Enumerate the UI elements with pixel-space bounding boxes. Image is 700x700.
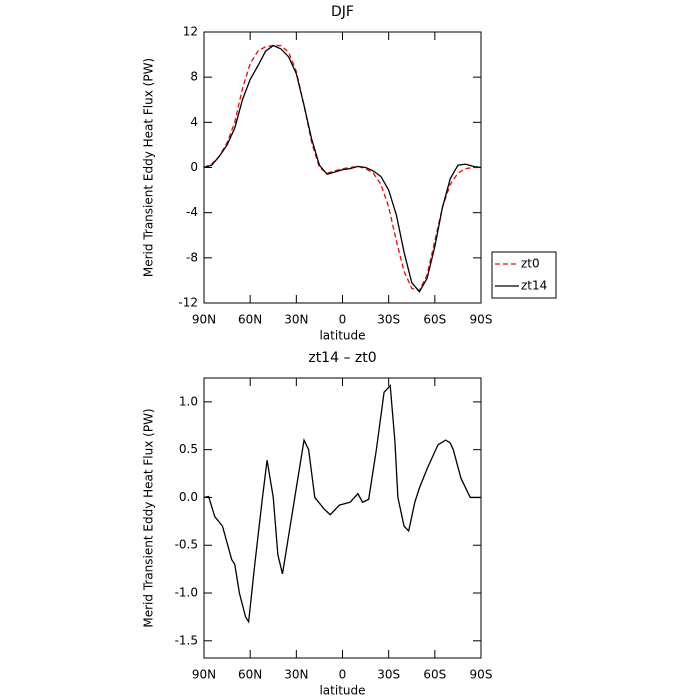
x-tick-label: 30S xyxy=(377,668,400,682)
y-tick-label: -4 xyxy=(186,205,198,219)
chart-title: DJF xyxy=(331,4,354,20)
x-tick-label: 30S xyxy=(377,313,400,327)
y-tick-label: -12 xyxy=(178,296,198,310)
x-tick-label: 60S xyxy=(423,668,446,682)
y-tick-label: 12 xyxy=(183,25,198,39)
x-tick-label: 30N xyxy=(284,313,308,327)
y-tick-label: 0.0 xyxy=(179,490,198,504)
chart-title: zt14 – zt0 xyxy=(308,350,376,366)
legend-label: zt14 xyxy=(521,279,547,293)
x-tick-label: 60N xyxy=(238,668,262,682)
x-axis-label: latitude xyxy=(319,684,365,698)
y-axis-label: Merid Transient Eddy Heat Flux (PW) xyxy=(142,58,156,277)
x-tick-label: 0 xyxy=(339,313,347,327)
plot-frame xyxy=(203,377,482,659)
x-tick-label: 90N xyxy=(192,668,216,682)
legend-box xyxy=(491,251,557,299)
data-line xyxy=(203,44,481,292)
legend: zt0 zt14 xyxy=(491,251,557,299)
y-tick-label: 0.5 xyxy=(179,442,198,456)
y-tick-label: 0 xyxy=(190,160,198,174)
x-tick-label: 60N xyxy=(238,313,262,327)
x-tick-label: 90S xyxy=(470,313,493,327)
x-tick-label: 0 xyxy=(339,668,347,682)
panel: zt14 – zt0 latitude Merid Transient Eddy H… xyxy=(142,350,493,698)
data-line xyxy=(203,44,482,293)
y-axis-label: Merid Transient Eddy Heat Flux (PW) xyxy=(142,408,156,627)
x-tick-label: 90S xyxy=(470,668,493,682)
panel: DJF latitude Merid Transient Eddy Heat Flu… xyxy=(142,4,557,343)
y-tick-label: 1.0 xyxy=(179,394,198,408)
x-tick-label: 30N xyxy=(284,668,308,682)
x-tick-label: 90N xyxy=(192,313,216,327)
y-tick-label: -1.0 xyxy=(175,586,198,600)
y-tick-label: 4 xyxy=(190,115,198,129)
y-tick-label: -8 xyxy=(186,250,198,264)
y-tick-label: -0.5 xyxy=(175,538,198,552)
x-axis-label: latitude xyxy=(319,329,365,343)
y-tick-label: -1.5 xyxy=(175,633,198,647)
legend-label: zt0 xyxy=(521,257,540,271)
plot-frame xyxy=(203,31,482,304)
y-tick-label: 8 xyxy=(190,70,198,84)
x-tick-label: 60S xyxy=(423,313,446,327)
data-line xyxy=(203,384,481,624)
